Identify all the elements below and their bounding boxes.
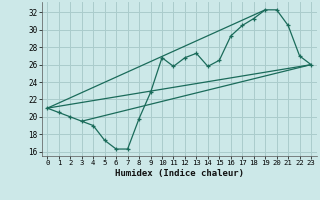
X-axis label: Humidex (Indice chaleur): Humidex (Indice chaleur) <box>115 169 244 178</box>
